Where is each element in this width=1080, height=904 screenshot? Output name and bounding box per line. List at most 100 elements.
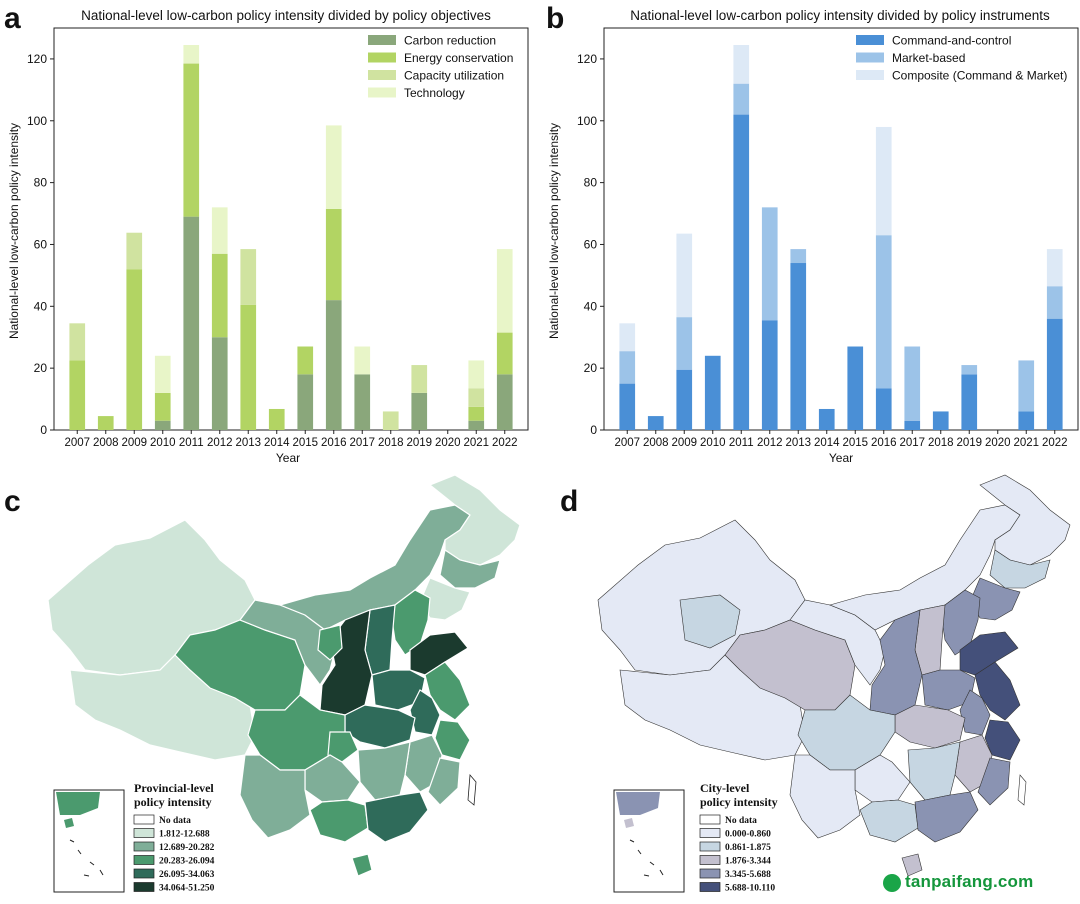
map-region [789, 599, 886, 686]
map-region [914, 791, 979, 843]
legend-label: 12.689-20.282 [159, 843, 215, 853]
bar-segment [496, 249, 513, 333]
x-tick-label: 2016 [321, 437, 347, 449]
bar-segment [354, 346, 371, 375]
x-tick-label: 2011 [729, 437, 754, 449]
bar-segment [932, 411, 949, 430]
bar-segment [676, 369, 693, 430]
bar-segment [904, 420, 921, 430]
bar-segment [97, 416, 114, 430]
legend-label: Composite (Command & Market) [892, 69, 1067, 83]
chart-b-xlabel: Year [829, 451, 853, 465]
x-tick-label: 2016 [871, 437, 897, 449]
legend-swatch [133, 814, 155, 825]
legend-label: Capacity utilization [404, 69, 504, 83]
chart-a-objectives: National-level low-carbon policy intensi… [7, 8, 529, 465]
legend-label: 3.345-5.688 [725, 870, 771, 880]
bar-segment [790, 249, 807, 264]
bar-segment [468, 360, 485, 389]
legend-label: Technology [404, 86, 465, 100]
bar-segment [619, 323, 636, 352]
bar-segment [297, 374, 314, 430]
bar-segment [211, 207, 228, 254]
bar-segment [733, 45, 750, 84]
bar-segment [1046, 249, 1063, 287]
x-tick-label: 2019 [406, 437, 432, 449]
bar-segment [704, 355, 721, 430]
legend-label: Energy conservation [404, 51, 513, 65]
map-d-legend: City-level policy intensity No data 0.000… [699, 781, 778, 894]
legend-swatch [368, 52, 396, 63]
x-tick-label: 2012 [207, 437, 233, 449]
map-c-legend: Provincial-level policy intensity No dat… [133, 781, 215, 894]
map-region [364, 791, 429, 843]
map-region [921, 669, 976, 711]
panel-letter-c: c [4, 485, 21, 518]
legend-swatch [368, 87, 396, 98]
legend-swatch [699, 868, 721, 879]
map-region [344, 704, 416, 749]
legend-swatch [133, 882, 155, 892]
map-region [357, 741, 411, 801]
plot-frame [603, 27, 1079, 431]
y-tick-label: 0 [590, 423, 597, 437]
chart-a-ylabel: National-level low-carbon policy intensi… [7, 123, 21, 339]
map-region [174, 619, 306, 711]
bar-segment [790, 263, 807, 430]
map-region [439, 549, 501, 589]
bar-segment [818, 408, 835, 430]
y-tick-label: 40 [34, 299, 48, 313]
bar-segment [468, 388, 485, 407]
bar-segment [183, 45, 200, 64]
y-tick-label: 100 [577, 114, 597, 128]
panel-letter-b: b [546, 2, 565, 35]
legend-swatch [699, 814, 721, 825]
map-c-legend-title-line1: Provincial-level [134, 781, 214, 795]
legend-label: 0.000-0.860 [725, 830, 771, 840]
bar-segment [154, 355, 171, 393]
bar-segment [761, 320, 778, 430]
map-d-legend-title-line1: City-level [700, 781, 750, 795]
bar-segment [411, 365, 428, 393]
bar-segment [468, 420, 485, 430]
x-tick-label: 2011 [179, 437, 204, 449]
map-region [327, 731, 359, 763]
legend-label: Market-based [892, 51, 965, 65]
bar-segment [211, 253, 228, 338]
bar-segment [183, 216, 200, 430]
legend-label: Command-and-control [892, 34, 1011, 48]
map-region [959, 631, 1019, 676]
x-tick-label: 2022 [492, 437, 518, 449]
map-d-legend-title-line2: policy intensity [700, 795, 778, 809]
x-tick-label: 2013 [785, 437, 811, 449]
bar-segment [961, 374, 978, 430]
chart-a-title: National-level low-carbon policy intensi… [81, 8, 491, 23]
y-tick-label: 40 [584, 299, 598, 313]
legend-swatch [699, 855, 721, 865]
bar-segment [325, 208, 342, 301]
bar-segment [354, 374, 371, 430]
legend-swatch [856, 52, 884, 63]
map-region [797, 694, 896, 771]
legend-label: 26.095-34.063 [159, 870, 215, 880]
x-tick-label: 2014 [814, 437, 840, 449]
legend-label: 5.688-10.110 [725, 884, 775, 894]
y-tick-label: 120 [27, 52, 47, 66]
legend-swatch [368, 70, 396, 80]
map-region [434, 719, 471, 761]
bar-segment [875, 388, 892, 430]
bar-segment [325, 300, 342, 430]
x-tick-label: 2015 [842, 437, 868, 449]
bar-segment [240, 304, 257, 430]
bar-segment [904, 346, 921, 421]
bar-segment [240, 249, 257, 305]
bar-segment [647, 416, 664, 430]
legend-swatch [133, 841, 155, 852]
map-region [854, 754, 911, 803]
x-tick-label: 2013 [235, 437, 261, 449]
map-region [789, 754, 861, 839]
legend-label: 0.861-1.875 [725, 843, 771, 853]
y-tick-label: 20 [34, 361, 48, 375]
x-tick-label: 2017 [349, 437, 375, 449]
